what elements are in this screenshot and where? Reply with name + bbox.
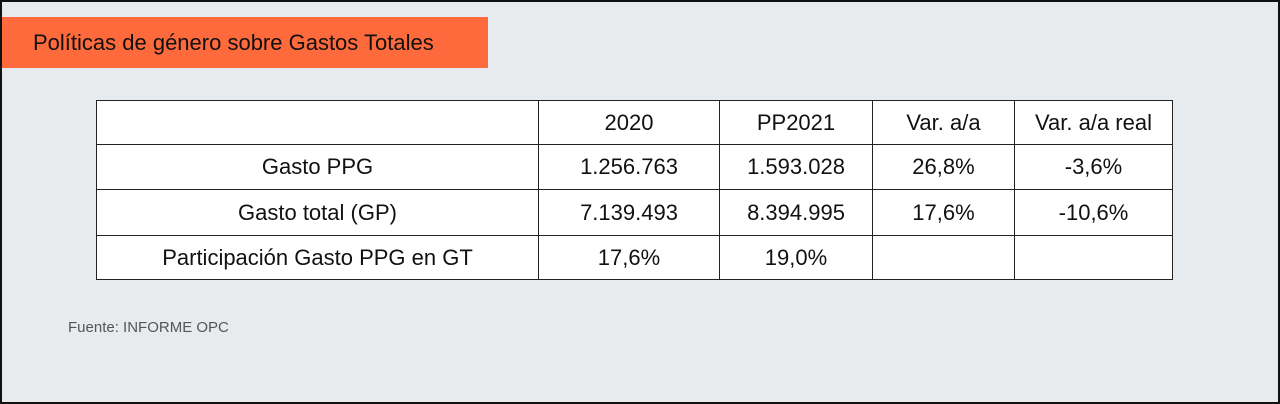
empty-cell	[872, 235, 1015, 280]
empty-cell	[96, 100, 539, 145]
table-cell: Var. a/a	[872, 100, 1015, 145]
table-cell: 17,6%	[872, 189, 1015, 236]
table-cell: -3,6%	[1014, 144, 1173, 190]
source-note: Fuente: INFORME OPC	[68, 319, 229, 336]
empty-cell	[1014, 235, 1173, 280]
table-cell: Participación Gasto PPG en GT	[96, 235, 539, 280]
table-cell: 1.593.028	[719, 144, 873, 190]
table-cell: 26,8%	[872, 144, 1015, 190]
table-cell: -10,6%	[1014, 189, 1173, 236]
table-cell: 8.394.995	[719, 189, 873, 236]
table-cell: 2020	[538, 100, 720, 145]
table-cell: 7.139.493	[538, 189, 720, 236]
table-cell: 17,6%	[538, 235, 720, 280]
data-table: 2020 PP2021 Var. a/a Var. a/a real Gasto PPG…	[96, 100, 1173, 280]
table-cell: 19,0%	[719, 235, 873, 280]
table-row: Gasto total (GP) 7.139.493 8.394.995 17,6% -…	[96, 189, 1173, 236]
table-row: 2020 PP2021 Var. a/a Var. a/a real	[96, 100, 1173, 145]
table-row: Participación Gasto PPG en GT 17,6% 19,0%	[96, 235, 1173, 280]
title-banner: Políticas de género sobre Gastos Totales	[2, 17, 488, 68]
table-cell: 1.256.763	[538, 144, 720, 190]
table-cell: Gasto total (GP)	[96, 189, 539, 236]
title: Políticas de género sobre Gastos Totales	[33, 30, 434, 55]
table-row: Gasto PPG 1.256.763 1.593.028 26,8% -3,6%	[96, 144, 1173, 190]
table-cell: Var. a/a real	[1014, 100, 1173, 145]
table-cell: Gasto PPG	[96, 144, 539, 190]
table-cell: PP2021	[719, 100, 873, 145]
